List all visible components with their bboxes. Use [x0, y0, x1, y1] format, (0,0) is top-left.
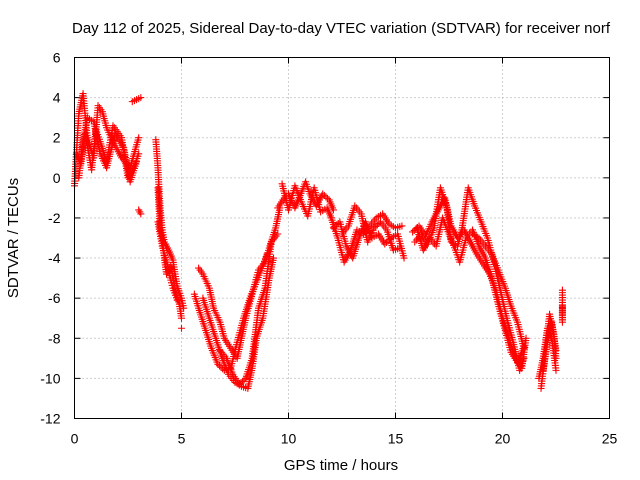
plot-frame [74, 57, 610, 419]
y-tick-label: 2 [53, 130, 61, 146]
x-tick-label: 20 [495, 431, 511, 447]
x-tick-label: 15 [388, 431, 404, 447]
data-point-marker [219, 365, 227, 373]
data-point-marker [329, 224, 337, 232]
data-point-marker [324, 194, 332, 202]
data-point-marker [178, 324, 185, 332]
data-point-marker [552, 346, 560, 354]
data-point-marker [398, 222, 406, 230]
y-tick-label: 0 [53, 170, 61, 186]
grid-layer [74, 57, 610, 419]
data-point-marker [382, 239, 390, 247]
y-tick-label: -4 [48, 250, 61, 266]
y-tick-label: 6 [53, 50, 61, 66]
data-point-marker [558, 302, 566, 310]
data-point-marker [370, 224, 378, 232]
y-tick-label: -6 [48, 290, 61, 306]
data-point-marker [237, 379, 245, 387]
y-tick-label: -12 [40, 411, 60, 427]
data-point-marker [180, 304, 188, 312]
data-point-marker [137, 94, 145, 102]
data-point-marker [235, 380, 243, 388]
data-point-marker [215, 362, 223, 370]
data-point-marker [552, 366, 560, 374]
data-layer [71, 90, 566, 392]
data-point-marker [238, 377, 246, 385]
data-point-marker [135, 134, 143, 142]
y-tick-label: -10 [40, 370, 60, 386]
data-point-marker [274, 230, 282, 238]
chart-title: Day 112 of 2025, Sidereal Day-to-day VTE… [72, 20, 611, 37]
data-point-marker [133, 158, 141, 166]
data-point-marker [217, 363, 225, 371]
data-point-marker [135, 150, 143, 158]
data-point-marker [552, 354, 560, 362]
data-point-marker [137, 210, 145, 218]
y-axis-title: SDTVAR / TECUs [5, 178, 22, 298]
data-point-marker [320, 191, 328, 199]
x-tick-label: 5 [178, 431, 186, 447]
data-point-marker [400, 254, 408, 262]
x-tick-label: 0 [71, 431, 79, 447]
data-point-marker [240, 376, 248, 384]
data-point-marker [373, 221, 381, 229]
x-tick-label: 10 [281, 431, 297, 447]
data-point-marker [372, 222, 380, 230]
data-point-marker [322, 193, 330, 201]
data-point-marker [214, 360, 222, 368]
y-tick-label: 4 [53, 90, 61, 106]
data-point-marker [270, 254, 278, 262]
tick-layer: -12 -10 -8 -6 -4 -2 0 2 4 6 0 5 10 15 20 25 [40, 50, 617, 447]
y-tick-label: -2 [48, 210, 61, 226]
data-point-marker [381, 240, 389, 248]
x-tick-label: 25 [602, 431, 618, 447]
x-axis-title: GPS time / hours [284, 457, 398, 474]
y-tick-label: -8 [48, 330, 61, 346]
data-point-marker [319, 190, 327, 198]
data-point-marker [333, 221, 341, 229]
data-point-marker [178, 314, 185, 322]
data-point-marker [396, 244, 404, 252]
data-point-marker [173, 296, 181, 304]
data-point-marker [331, 222, 339, 230]
data-point-marker [520, 344, 528, 352]
data-point-marker [520, 354, 528, 362]
